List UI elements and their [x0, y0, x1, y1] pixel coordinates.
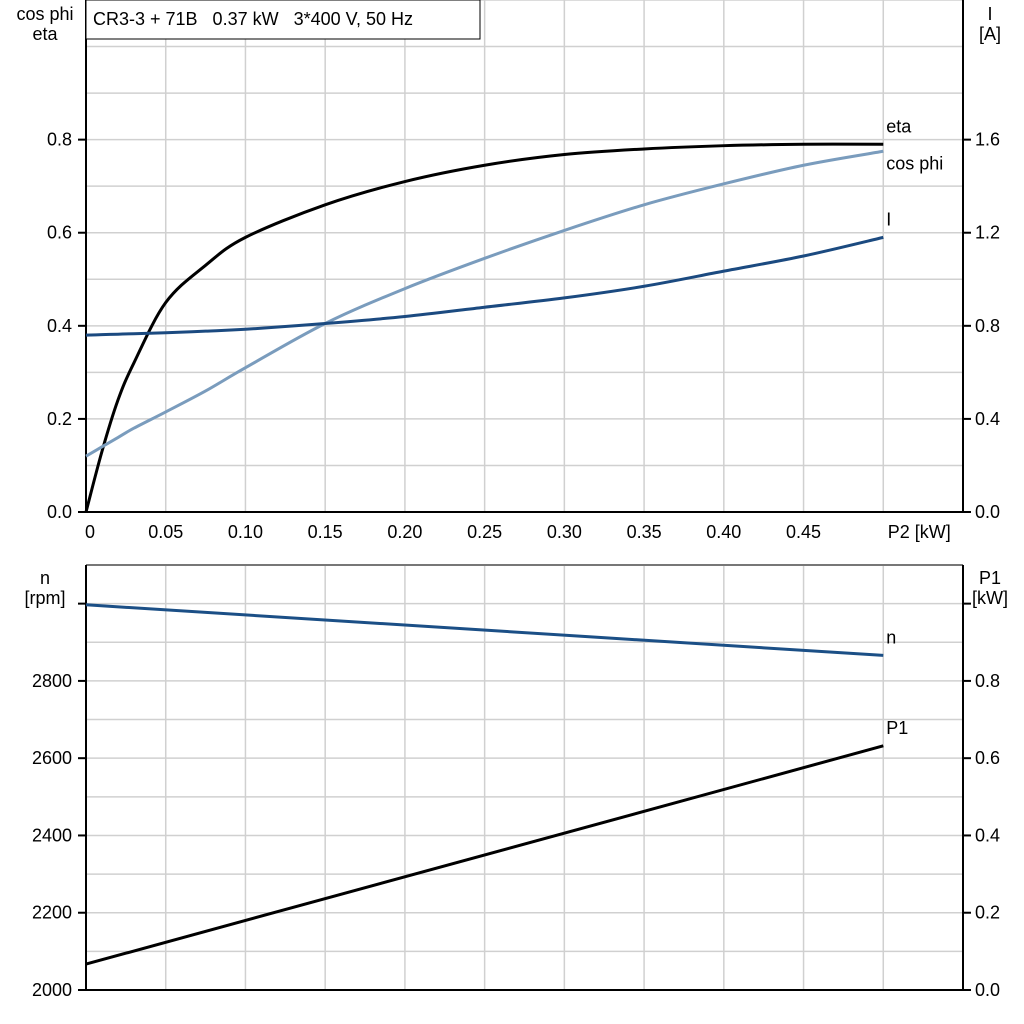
y-axis-label-left: n	[40, 568, 50, 588]
y-tick-label-right: 0.8	[975, 316, 1000, 336]
chart-title: CR3-3 + 71B 0.37 kW 3*400 V, 50 Hz	[93, 9, 413, 29]
y-tick-label-left: 2600	[32, 748, 72, 768]
y-tick-label-left: 2800	[32, 671, 72, 691]
x-tick-label: 0.10	[228, 522, 263, 542]
y-tick-label-right: 0.0	[975, 980, 1000, 1000]
y-axis-label-left-unit: eta	[32, 24, 58, 44]
x-tick-label: 0.20	[387, 522, 422, 542]
y-tick-label-right: 0.6	[975, 748, 1000, 768]
x-tick-label: 0.25	[467, 522, 502, 542]
x-tick-label: 0.40	[706, 522, 741, 542]
series-line-cos-phi	[85, 149, 884, 458]
y-tick-label-right: 0.8	[975, 671, 1000, 691]
y-tick-label-right: 0.0	[975, 502, 1000, 522]
x-tick-label: 0.05	[148, 522, 183, 542]
y-tick-label-right: 1.6	[975, 130, 1000, 150]
x-tick-label: 0	[85, 522, 95, 542]
y-tick-label-left: 2000	[32, 980, 72, 1000]
y-tick-label-left: 2200	[32, 903, 72, 923]
y-tick-label-left: 0.6	[47, 223, 72, 243]
title-box-frame	[85, 0, 481, 40]
series-label-I: I	[886, 209, 891, 229]
y-tick-label-right: 0.4	[975, 825, 1000, 845]
y-tick-label-left: 0.0	[47, 502, 72, 522]
x-tick-label: 0.30	[547, 522, 582, 542]
y-axis-label-right-unit: [kW]	[972, 588, 1008, 608]
y-tick-label-right: 0.2	[975, 903, 1000, 923]
title-box: CR3-3 + 71B 0.37 kW 3*400 V, 50 Hz	[85, 0, 481, 40]
series-line-eta	[84, 142, 884, 513]
y-axis-label-left: cos phi	[16, 4, 73, 24]
y-tick-label-right: 0.4	[975, 409, 1000, 429]
panel-1	[78, 0, 971, 513]
series-line-P1	[85, 744, 884, 966]
y-tick-label-left: 0.2	[47, 409, 72, 429]
series-label-P1: P1	[886, 718, 908, 738]
x-tick-label: 0.45	[786, 522, 821, 542]
y-tick-label-left: 2400	[32, 825, 72, 845]
y-axis-label-left-unit: [rpm]	[24, 588, 65, 608]
x-tick-label: 0.15	[308, 522, 343, 542]
y-axis-label-right: P1	[979, 568, 1001, 588]
panel-2	[78, 564, 971, 991]
series-line-n	[85, 603, 884, 657]
series-label-eta: eta	[886, 116, 912, 136]
x-tick-label: 0.35	[627, 522, 662, 542]
y-tick-label-left: 0.8	[47, 130, 72, 150]
y-axis-label-right-unit: [A]	[979, 24, 1001, 44]
y-tick-label-left: 0.4	[47, 316, 72, 336]
y-tick-label-right: 1.2	[975, 223, 1000, 243]
series-line-I	[85, 235, 884, 337]
series-label-cos-phi: cos phi	[886, 153, 943, 173]
series-label-n: n	[886, 627, 896, 647]
y-axis-label-right: I	[987, 4, 992, 24]
x-axis-label: P2 [kW]	[888, 522, 951, 542]
